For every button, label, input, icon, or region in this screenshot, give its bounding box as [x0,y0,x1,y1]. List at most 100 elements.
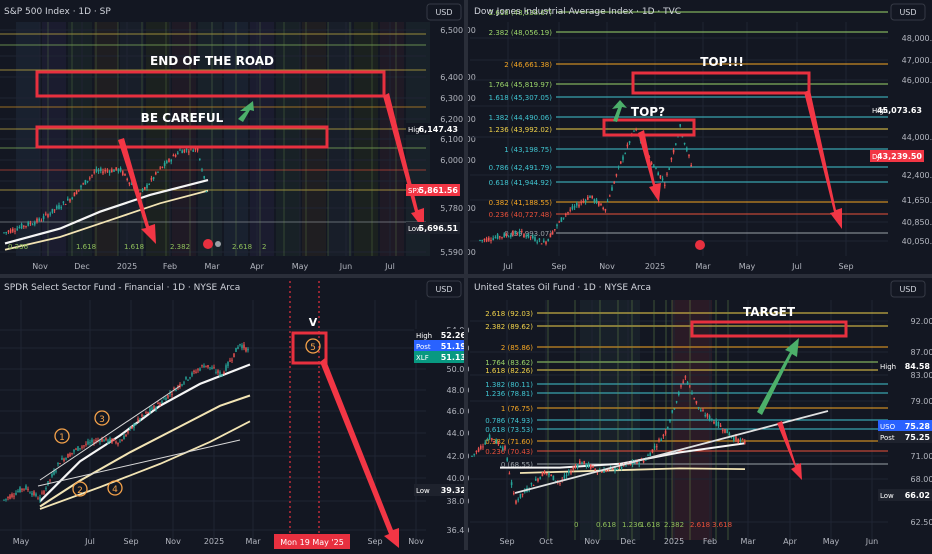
fib-level-label: 1.764 (83.62) [485,359,533,367]
candle-body [650,162,653,165]
dji-currency-button[interactable] [890,3,926,21]
candle-body [527,233,530,238]
top-question-box[interactable] [602,118,696,137]
candle-body [33,491,35,496]
candle-body [513,493,515,495]
candle-body [675,143,677,145]
candle-body [17,491,19,493]
price-label-bg [414,351,468,363]
candle-body [64,204,67,206]
candle-body [149,408,151,412]
candle-body [744,441,746,444]
candle-body [581,462,583,465]
price-label-value: 6,147.43 [419,125,458,134]
candle-body [592,465,594,468]
candle-body [108,171,111,173]
candle-body [34,222,36,225]
end-of-road-box[interactable] [35,70,386,98]
candle-body [582,200,585,202]
candle-body [78,189,80,191]
be-careful-box[interactable] [35,125,329,149]
candle-body [711,418,713,421]
y-tick-label: 42.00 [447,452,470,461]
spx-event-icon[interactable] [203,239,213,249]
candle-body [29,222,32,225]
candle-body [614,467,616,471]
x-tick-label: Sep [551,262,566,271]
y-tick-label: 62.50 [911,518,932,527]
candle-body [601,471,603,473]
x-tick-label: 2025 [645,262,665,271]
candle-body [9,495,11,499]
candle-body [565,214,567,216]
price-label-value: 66.02 [905,491,930,500]
candle-body [551,231,554,235]
candle-body [152,177,155,179]
candle-body [715,420,717,426]
uso-ma-slow [519,467,746,474]
spx-currency-button[interactable] [426,3,462,21]
candle-body [89,442,91,444]
price-label-value: 39.32 [441,486,466,495]
price-label-value: 45,073.63 [877,106,922,115]
candle-body [47,481,49,486]
candle-body [482,446,484,448]
panel-dji[interactable]: 2.618 (48,538.67) 2.382 (48,056.19) 2 (46,… [470,3,932,271]
candle-body [181,150,183,154]
spx-event-icon-2[interactable] [215,241,221,247]
price-label-value: 52.26 [441,331,467,340]
panel-uso[interactable]: 2.618 (92.03) 2.382 (89.62) 2 (85.86) 1.764… [470,280,932,546]
candle-body [719,425,722,427]
panel-spx[interactable]: END OF THE ROAD BE CAREFUL S&P 500 Index… [0,3,476,271]
panel-xlf[interactable]: V 5 1 2 3 4 SPDR Select Sector Fund - Fi… [0,280,470,550]
candle-body [35,493,37,496]
x-tick-label: Jul [84,537,95,546]
candle-body [726,429,728,434]
candle-body [678,392,680,395]
candle-body [510,482,513,486]
candle-body [708,416,711,420]
candle-body [535,478,537,481]
candle-body [145,412,147,414]
candle-body [41,492,43,494]
candle-body [598,201,600,206]
x-tick-label: May [739,262,756,271]
xlf-target-box[interactable] [291,331,328,365]
y-tick-label: 87.00 [911,348,932,357]
fib-level-label: 0.382 (41,188.55) [489,199,553,207]
uso-trendline [514,410,829,494]
wave-5-marker: 5 [305,338,321,354]
spx-header: S&P 500 Index · 1D · SP [4,7,111,17]
candle-body [91,174,93,176]
candle-body [594,469,596,471]
target-box[interactable] [690,320,848,338]
candle-body [3,232,5,234]
candle-body [117,168,120,172]
price-label-name: Post [880,434,895,442]
candle-body [541,472,544,477]
top-box[interactable] [631,71,811,95]
candle-body [724,429,726,433]
candle-body [7,497,9,499]
candle-body [558,221,560,223]
candle-body [168,158,170,162]
x-tick-label: 2025 [117,262,137,271]
candle-body [102,171,104,174]
candle-body [36,218,38,223]
candle-body [18,227,21,229]
candle-body [187,379,189,381]
candle-body [506,458,508,461]
candle-body [237,346,239,349]
candle-body [192,150,194,152]
candle-body [662,434,665,437]
x-tick-label: Nov [32,262,48,271]
xlf-currency-button[interactable] [426,280,462,298]
candle-body [536,241,538,243]
target-label: TARGET [743,305,796,319]
uso-red-arrow [777,421,802,480]
dji-event-icon[interactable] [695,240,705,250]
uso-currency-button[interactable] [890,280,926,298]
candle-body [680,385,682,387]
fib-time-label: 1.618 [76,243,96,251]
